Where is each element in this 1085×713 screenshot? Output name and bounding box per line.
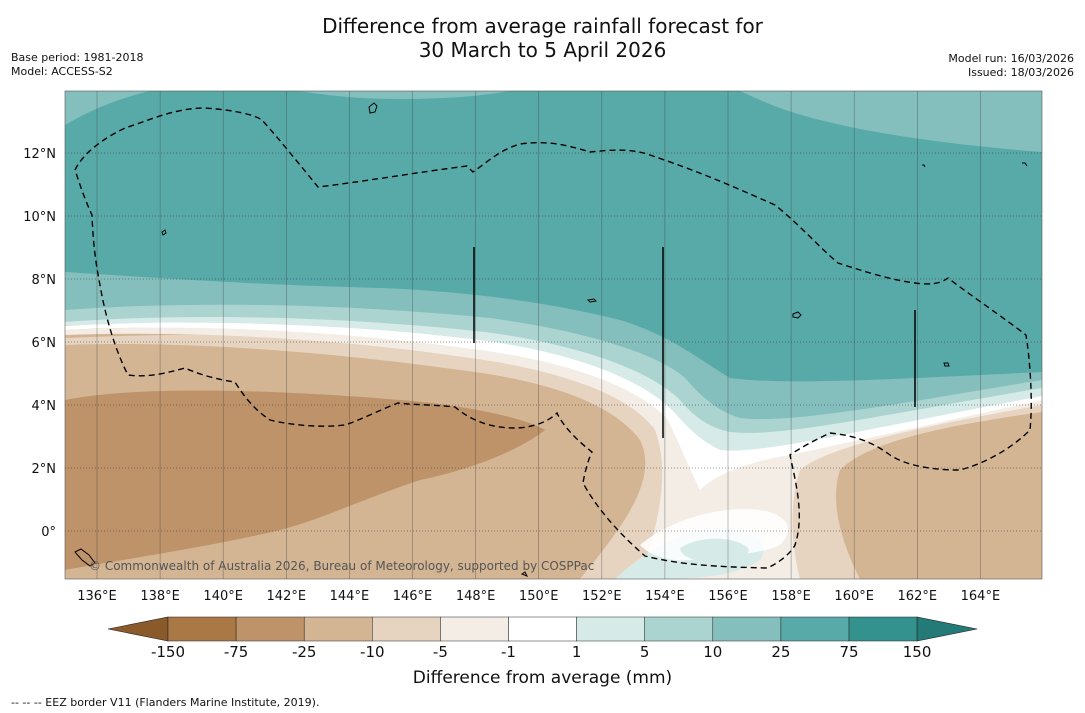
- colorbar-bin: [235, 616, 305, 642]
- colorbar-tick-label: 150: [902, 643, 932, 661]
- longitude-label: 152°E: [582, 589, 622, 604]
- latitude-label: 4°N: [32, 399, 57, 414]
- colorbar-tick-label: -1: [501, 643, 516, 661]
- longitude-label: 164°E: [961, 589, 1001, 604]
- longitude-label: 146°E: [393, 589, 433, 604]
- longitude-label: 158°E: [771, 589, 811, 604]
- longitude-label: 160°E: [834, 589, 874, 604]
- longitude-label: 148°E: [456, 589, 496, 604]
- colorbar-bin: [644, 616, 714, 642]
- island: [1022, 162, 1028, 167]
- longitude-label: 136°E: [77, 589, 117, 604]
- map-title: Difference from average rainfall forecas…: [0, 14, 1085, 62]
- colorbar-extend-high: [916, 616, 978, 642]
- latitude-labels: 12°N 10°N 8°N 6°N 4°N 2°N 0°: [23, 147, 56, 540]
- colorbar-bin: [712, 616, 782, 642]
- longitude-label: 156°E: [708, 589, 748, 604]
- island: [792, 311, 802, 319]
- island: [161, 229, 167, 236]
- colorbar-bin: [508, 616, 577, 642]
- latitude-label: 12°N: [23, 147, 56, 162]
- field-dry-10: [65, 334, 1042, 579]
- colorbar-extend-low: [107, 616, 169, 642]
- field-wet-top: [740, 91, 1042, 152]
- latitude-label: 10°N: [23, 210, 56, 225]
- model-boundary-lines: [473, 247, 916, 438]
- island: [520, 571, 529, 577]
- colorbar-tick-label: 25: [771, 643, 791, 661]
- colorbar-tick-label: -150: [150, 643, 186, 661]
- eez-border: [74, 107, 1032, 569]
- copyright-text: © Commonwealth of Australia 2026, Bureau…: [89, 559, 594, 573]
- field-white: [65, 321, 1042, 490]
- longitude-label: 150°E: [519, 589, 559, 604]
- colorbar-tick-label: -5: [432, 643, 448, 661]
- longitude-label: 138°E: [140, 589, 180, 604]
- longitude-label: 144°E: [330, 589, 370, 604]
- run-info: Model run: 16/03/2026 Issued: 18/03/2026: [948, 52, 1074, 80]
- latitude-label: 2°N: [32, 462, 57, 477]
- colorbar-tick-label: -75: [223, 643, 249, 661]
- colorbar-tick-label: -25: [291, 643, 317, 661]
- longitude-labels: 136°E 138°E 140°E 142°E 144°E 146°E 148°E 150°E…: [77, 589, 1000, 604]
- longitude-label: 140°E: [203, 589, 243, 604]
- field-white-patch: [640, 509, 789, 561]
- longitude-label: 154°E: [645, 589, 685, 604]
- field-wet-top-mid: [300, 91, 510, 99]
- colorbar-bin: [303, 616, 373, 642]
- colorbar-bin: [848, 616, 918, 642]
- latitude-label: 0°: [41, 525, 56, 540]
- colorbar-tick-label: 1: [571, 643, 582, 661]
- base-info: Base period: 1981-2018 Model: ACCESS-S2: [11, 51, 143, 79]
- model-text: Model: ACCESS-S2: [11, 65, 113, 78]
- colorbar-bin: [372, 616, 441, 642]
- model-run-text: Model run: 16/03/2026: [948, 52, 1074, 65]
- colorbar-tick-label: 75: [839, 643, 859, 661]
- longitude-label: 142°E: [267, 589, 307, 604]
- base-period-text: Base period: 1981-2018: [11, 51, 144, 64]
- field-wet-patch-2: [680, 538, 749, 562]
- colorbar-tick-label: -10: [360, 643, 385, 661]
- colorbar-bin: [167, 616, 237, 642]
- latitude-label: 6°N: [32, 336, 57, 351]
- island: [74, 548, 96, 567]
- latitude-label: 8°N: [32, 273, 57, 288]
- islands: [74, 102, 1028, 577]
- graticule: [65, 91, 1042, 579]
- colorbar-bin: [440, 616, 509, 642]
- field-wet-top-left: [65, 91, 150, 125]
- island: [922, 164, 926, 168]
- title-line-2: 30 March to 5 April 2026: [418, 38, 667, 62]
- longitude-label: 162°E: [898, 589, 938, 604]
- colorbar-tick-label: 5: [639, 643, 650, 661]
- footer-note: -- -- -- EEZ border V11 (Flanders Marine…: [11, 696, 320, 709]
- colorbar-bin: [780, 616, 850, 642]
- field-dry-150: [65, 390, 545, 570]
- island: [586, 298, 598, 303]
- colorbar: [107, 616, 978, 642]
- rainfall-anomaly-field: [65, 91, 1042, 579]
- island: [943, 362, 950, 367]
- map-frame: [64, 90, 1043, 580]
- colorbar-tick-label: 10: [703, 643, 723, 661]
- colorbar-title: Difference from average (mm): [412, 668, 673, 688]
- title-line-1: Difference from average rainfall forecas…: [322, 14, 763, 38]
- island: [368, 102, 378, 114]
- colorbar-bin: [576, 616, 645, 642]
- field-wet-25: [65, 91, 1042, 382]
- issued-text: Issued: 18/03/2026: [967, 66, 1074, 79]
